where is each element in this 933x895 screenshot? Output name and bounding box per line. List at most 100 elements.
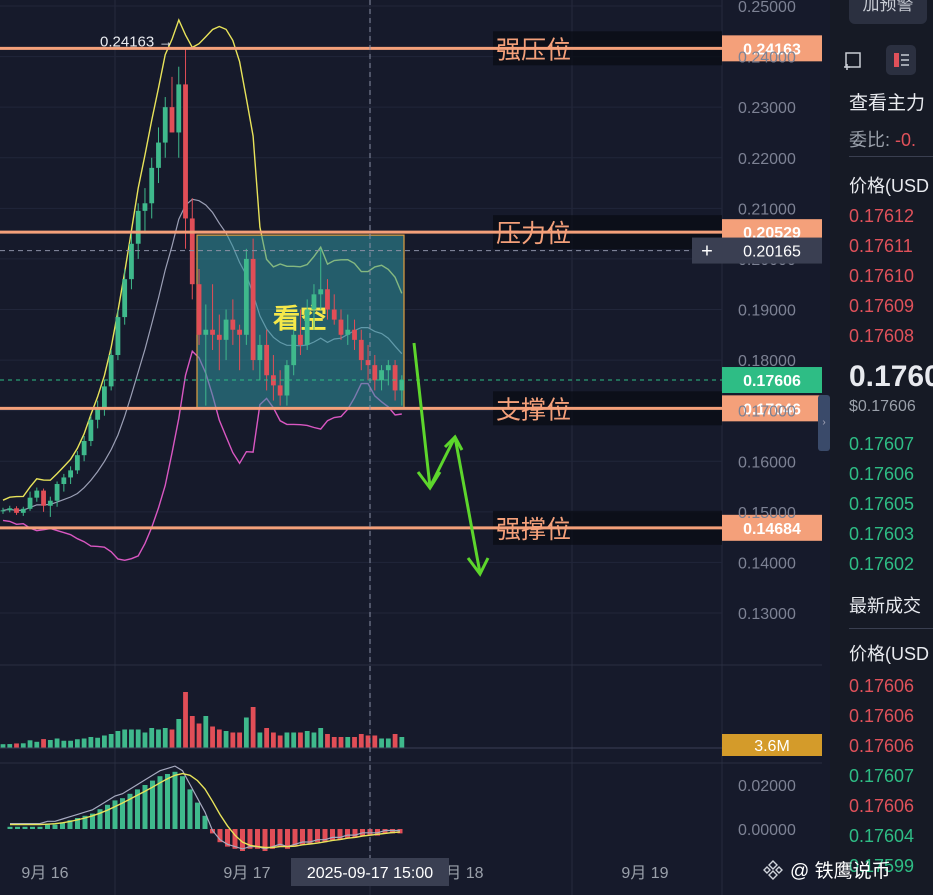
- macd-bar: [15, 826, 20, 829]
- orderbook-price-header: 价格(USD: [849, 176, 929, 196]
- bid-row[interactable]: 0.17607: [849, 434, 915, 454]
- volume-bar: [237, 732, 242, 748]
- volume-bar: [0, 744, 6, 748]
- volume-tag: [722, 734, 822, 756]
- candle: [379, 365, 384, 391]
- candle: [34, 487, 40, 502]
- bid-row[interactable]: 0.17603: [849, 524, 915, 544]
- candle: [0, 507, 6, 514]
- trade-row[interactable]: 0.17606: [849, 706, 915, 726]
- volume-bar: [298, 732, 303, 748]
- macd-bar: [195, 802, 200, 829]
- candle: [257, 334, 263, 381]
- trade-row[interactable]: 0.17607: [849, 766, 915, 786]
- macd-bar: [60, 822, 65, 829]
- volume-bar: [183, 692, 188, 748]
- bid-row[interactable]: 0.17606: [849, 464, 915, 484]
- trade-row[interactable]: 0.17606: [849, 796, 915, 816]
- macd-bar: [352, 829, 358, 838]
- volume-bar: [81, 738, 87, 748]
- volume-bar: [41, 739, 46, 748]
- price-tick-1: 0.24000: [738, 50, 796, 67]
- add-window-icon[interactable]: [838, 45, 868, 75]
- binance-logo-icon: [763, 860, 783, 880]
- trade-row[interactable]: 0.17606: [849, 676, 915, 696]
- macd-tick-0: 0.02000: [738, 778, 796, 795]
- volume-bar: [95, 737, 101, 748]
- orderbook-layout-icon[interactable]: [886, 45, 916, 75]
- volume-bar: [399, 737, 405, 748]
- bid-row[interactable]: 0.17605: [849, 494, 915, 514]
- candle: [7, 505, 13, 513]
- level-0: 强压位 0.24163: [0, 31, 822, 66]
- volume-bar: [20, 743, 26, 748]
- macd-bar: [307, 829, 313, 845]
- macd-bar: [120, 798, 125, 829]
- main-force-link[interactable]: 查看主力: [849, 93, 926, 114]
- ask-row[interactable]: 0.17608: [849, 326, 915, 346]
- volume-bar: [311, 732, 317, 748]
- volume-pane: 3.6M: [0, 692, 822, 756]
- collapse-panel-tab[interactable]: ›: [818, 395, 830, 451]
- volume-bar: [169, 729, 175, 748]
- candle: [230, 299, 236, 345]
- price-tick-6: 0.19000: [738, 303, 796, 320]
- macd-bar: [75, 818, 80, 829]
- ask-row[interactable]: 0.17611: [849, 236, 913, 256]
- candle: [250, 238, 256, 371]
- candle: [331, 294, 337, 325]
- candle: [318, 248, 324, 310]
- volume-bar: [338, 737, 344, 748]
- volume-bar: [250, 707, 256, 748]
- candle: [203, 304, 209, 406]
- macd-bar: [202, 815, 208, 829]
- trade-row[interactable]: 0.17604: [849, 826, 915, 846]
- volume-bar: [318, 728, 324, 748]
- trade-row[interactable]: 0.17606: [849, 736, 915, 756]
- level-price-text: 0.14684: [743, 521, 801, 538]
- volume-bar: [74, 739, 80, 748]
- volume-bar: [196, 723, 202, 748]
- macd-pane: 0.02000 0.00000: [7, 765, 796, 851]
- macd-bar: [240, 829, 245, 851]
- candle: [352, 319, 357, 350]
- high-marker: 0.24163 →: [100, 33, 173, 50]
- volume-bar: [284, 732, 290, 748]
- crosshair-time-tag: [291, 858, 449, 886]
- volume-bar: [122, 729, 128, 748]
- price-tick-9: 0.16000: [738, 454, 796, 471]
- macd-bar: [157, 776, 163, 829]
- candle: [210, 284, 215, 350]
- candle: [129, 233, 134, 290]
- candle: [291, 329, 297, 376]
- candle: [189, 198, 195, 300]
- arrow-head-1: [416, 471, 442, 491]
- candle: [156, 127, 161, 184]
- candle: [122, 269, 128, 325]
- ask-row[interactable]: 0.17610: [849, 266, 915, 286]
- add-alert-button[interactable]: 加预警: [849, 0, 927, 24]
- candle: [372, 355, 378, 391]
- price-tick-3: 0.22000: [738, 151, 796, 168]
- trade-row[interactable]: 0.17599: [849, 856, 915, 876]
- level-name: 强压位: [496, 35, 571, 64]
- candle: [74, 451, 80, 474]
- crosshair-price-tag: [722, 237, 822, 264]
- bid-row[interactable]: 0.17602: [849, 554, 915, 574]
- volume-bar: [352, 737, 357, 748]
- recent-trades-tab[interactable]: 最新成交: [849, 596, 921, 616]
- volume-bar: [271, 732, 276, 748]
- volume-bar: [243, 717, 249, 748]
- ask-row[interactable]: 0.17609: [849, 296, 915, 316]
- macd-bar: [390, 829, 395, 834]
- level-price-text: 0.17046: [743, 401, 801, 418]
- volume-bar: [304, 731, 310, 748]
- macd-bar: [142, 785, 148, 829]
- price-tick-4: 0.21000: [738, 201, 796, 218]
- volume-bar: [358, 734, 364, 748]
- volume-bar: [223, 731, 229, 748]
- ask-row[interactable]: 0.17612: [849, 206, 915, 226]
- macd-bar: [285, 829, 290, 849]
- price-tick-7: 0.18000: [738, 353, 796, 370]
